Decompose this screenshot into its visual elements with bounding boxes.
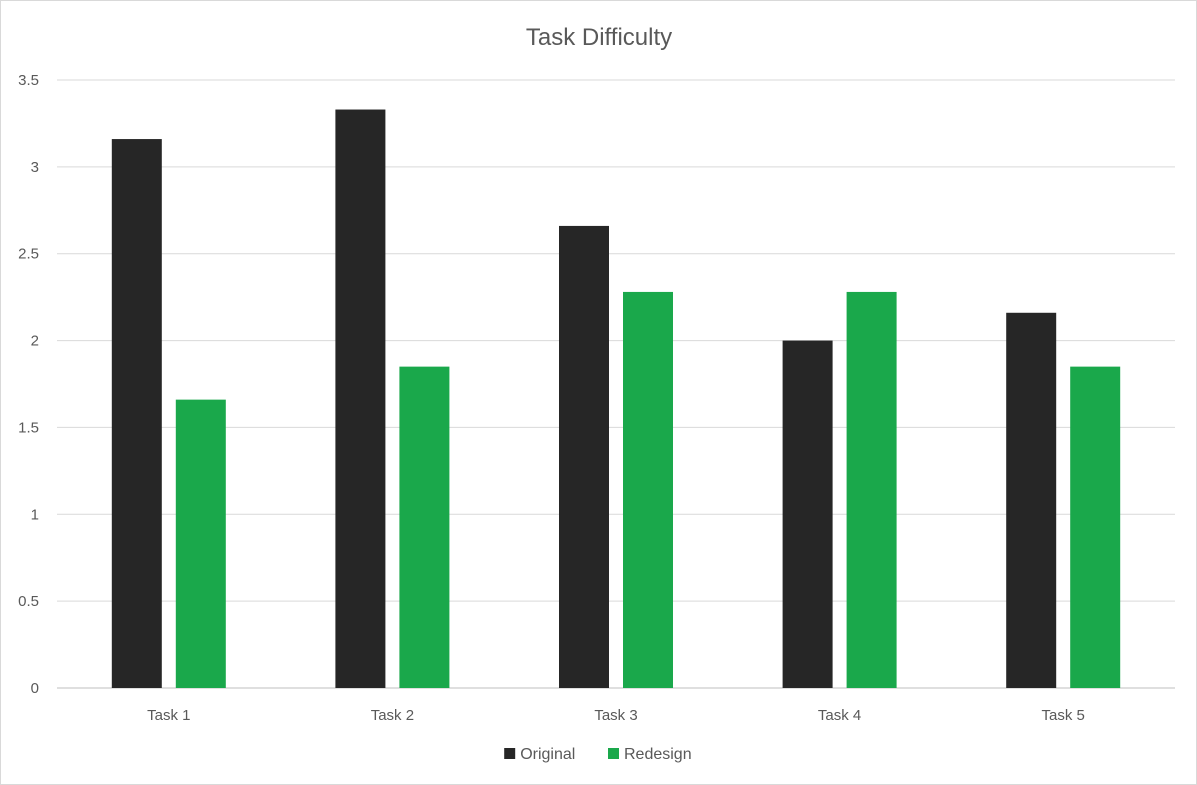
x-tick-label: Task 1 [147, 707, 190, 724]
y-tick-label: 2 [31, 333, 39, 350]
legend-label-original: Original [520, 746, 575, 763]
bar-redesign-4 [846, 291, 897, 688]
y-tick-label: 1.5 [18, 419, 39, 436]
y-axis-ticks: 0 0.5 1 1.5 2 2.5 3 3.5 [18, 72, 39, 697]
legend-swatch-original [504, 748, 516, 759]
legend-swatch-redesign [608, 748, 619, 759]
legend: Original Redesign [504, 746, 692, 763]
bar-original-2 [335, 109, 386, 688]
bar-original-4 [782, 340, 833, 688]
y-tick-label: 1 [31, 506, 39, 523]
y-tick-label: 0 [31, 680, 39, 697]
bar-original-3 [559, 225, 609, 689]
bar-original-5 [1006, 312, 1057, 688]
legend-label-redesign: Redesign [624, 746, 692, 763]
gridlines [57, 79, 1175, 689]
bar-redesign-3 [623, 291, 673, 688]
x-tick-label: Task 3 [594, 707, 637, 724]
x-tick-label: Task 2 [371, 707, 414, 724]
bar-original-1 [111, 139, 162, 688]
bar-redesign-2 [399, 366, 450, 688]
bar-redesign-1 [175, 399, 226, 688]
x-tick-label: Task 5 [1042, 707, 1085, 724]
bar-redesign-5 [1070, 366, 1121, 688]
chart-title: Task Difficulty [526, 24, 672, 51]
bars [111, 109, 1121, 689]
y-tick-label: 0.5 [18, 593, 39, 610]
x-axis-ticks: Task 1 Task 2 Task 3 Task 4 Task 5 [147, 707, 1085, 724]
y-tick-label: 2.5 [18, 246, 39, 263]
y-tick-label: 3 [31, 159, 39, 176]
x-tick-label: Task 4 [818, 707, 861, 724]
y-tick-label: 3.5 [18, 72, 39, 89]
